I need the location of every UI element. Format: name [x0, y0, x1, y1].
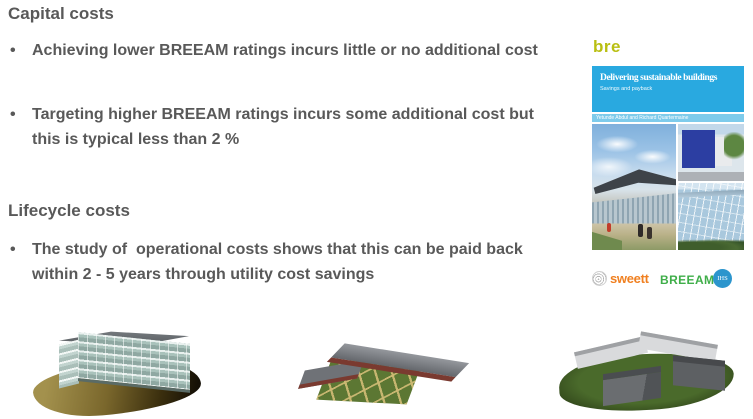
- book-cover: bre Delivering sustainable buildings Sav…: [578, 36, 753, 300]
- tree-shape: [724, 131, 744, 167]
- pavement-shape: [678, 171, 744, 181]
- cover-subtitle: Savings and payback: [600, 86, 653, 92]
- sweett-swirl-icon: [592, 271, 607, 286]
- cover-photo-left: [592, 124, 676, 250]
- bullet-marker: •: [10, 42, 16, 59]
- breeam-logo: BREEAM®: [660, 273, 719, 287]
- breeam-logo-text: BREEAM: [660, 273, 715, 287]
- roof-line-shape: [678, 189, 744, 198]
- person-shape: [607, 223, 612, 233]
- lifecycle-costs-heading: Lifecycle costs: [8, 201, 130, 220]
- sweett-logo: sweett: [592, 271, 649, 286]
- capital-bullet-2: • Targeting higher BREEAM ratings incurs…: [10, 102, 562, 152]
- capital-bullet-1: • Achieving lower BREEAM ratings incurs …: [10, 38, 562, 63]
- shrubs-shape: [678, 237, 744, 250]
- sweett-logo-text: sweett: [610, 271, 649, 286]
- cover-footer-logos: sweett BREEAM® IHS: [592, 268, 744, 290]
- cover-photo-collage: [592, 124, 744, 250]
- lifecycle-bullet-1-text: The study of operational costs shows tha…: [32, 241, 528, 283]
- bullet-marker: •: [10, 106, 16, 123]
- ihs-logo: IHS: [713, 269, 732, 288]
- cover-photo-top-right: [678, 124, 744, 181]
- cover-photo-right-column: [678, 124, 744, 250]
- curved-campus-render: [545, 328, 748, 416]
- person-shape: [647, 226, 653, 239]
- low-rise-school-render: [283, 340, 470, 414]
- ihs-logo-text: IHS: [717, 275, 728, 282]
- lifecycle-bullet-1: • The study of operational costs shows t…: [10, 237, 562, 287]
- capital-bullet-2-text: Targeting higher BREEAM ratings incurs s…: [32, 106, 539, 148]
- capital-bullet-1-text: Achieving lower BREEAM ratings incurs li…: [32, 42, 538, 59]
- capital-costs-heading: Capital costs: [8, 4, 114, 23]
- cover-title: Delivering sustainable buildings: [600, 73, 718, 83]
- right-block-shape: [673, 355, 725, 391]
- person-shape: [638, 224, 644, 238]
- bre-logo: bre: [593, 37, 621, 56]
- cover-title-band: Delivering sustainable buildings Savings…: [592, 66, 744, 112]
- glass-office-building-render: [25, 322, 205, 419]
- blue-building-shape: [681, 129, 715, 169]
- cover-authors: Yetunde Abdul and Richard Quartermaine: [592, 114, 744, 122]
- building-side-face: [59, 339, 79, 389]
- cover-photo-bottom-right: [678, 183, 744, 250]
- bullet-marker: •: [10, 241, 16, 258]
